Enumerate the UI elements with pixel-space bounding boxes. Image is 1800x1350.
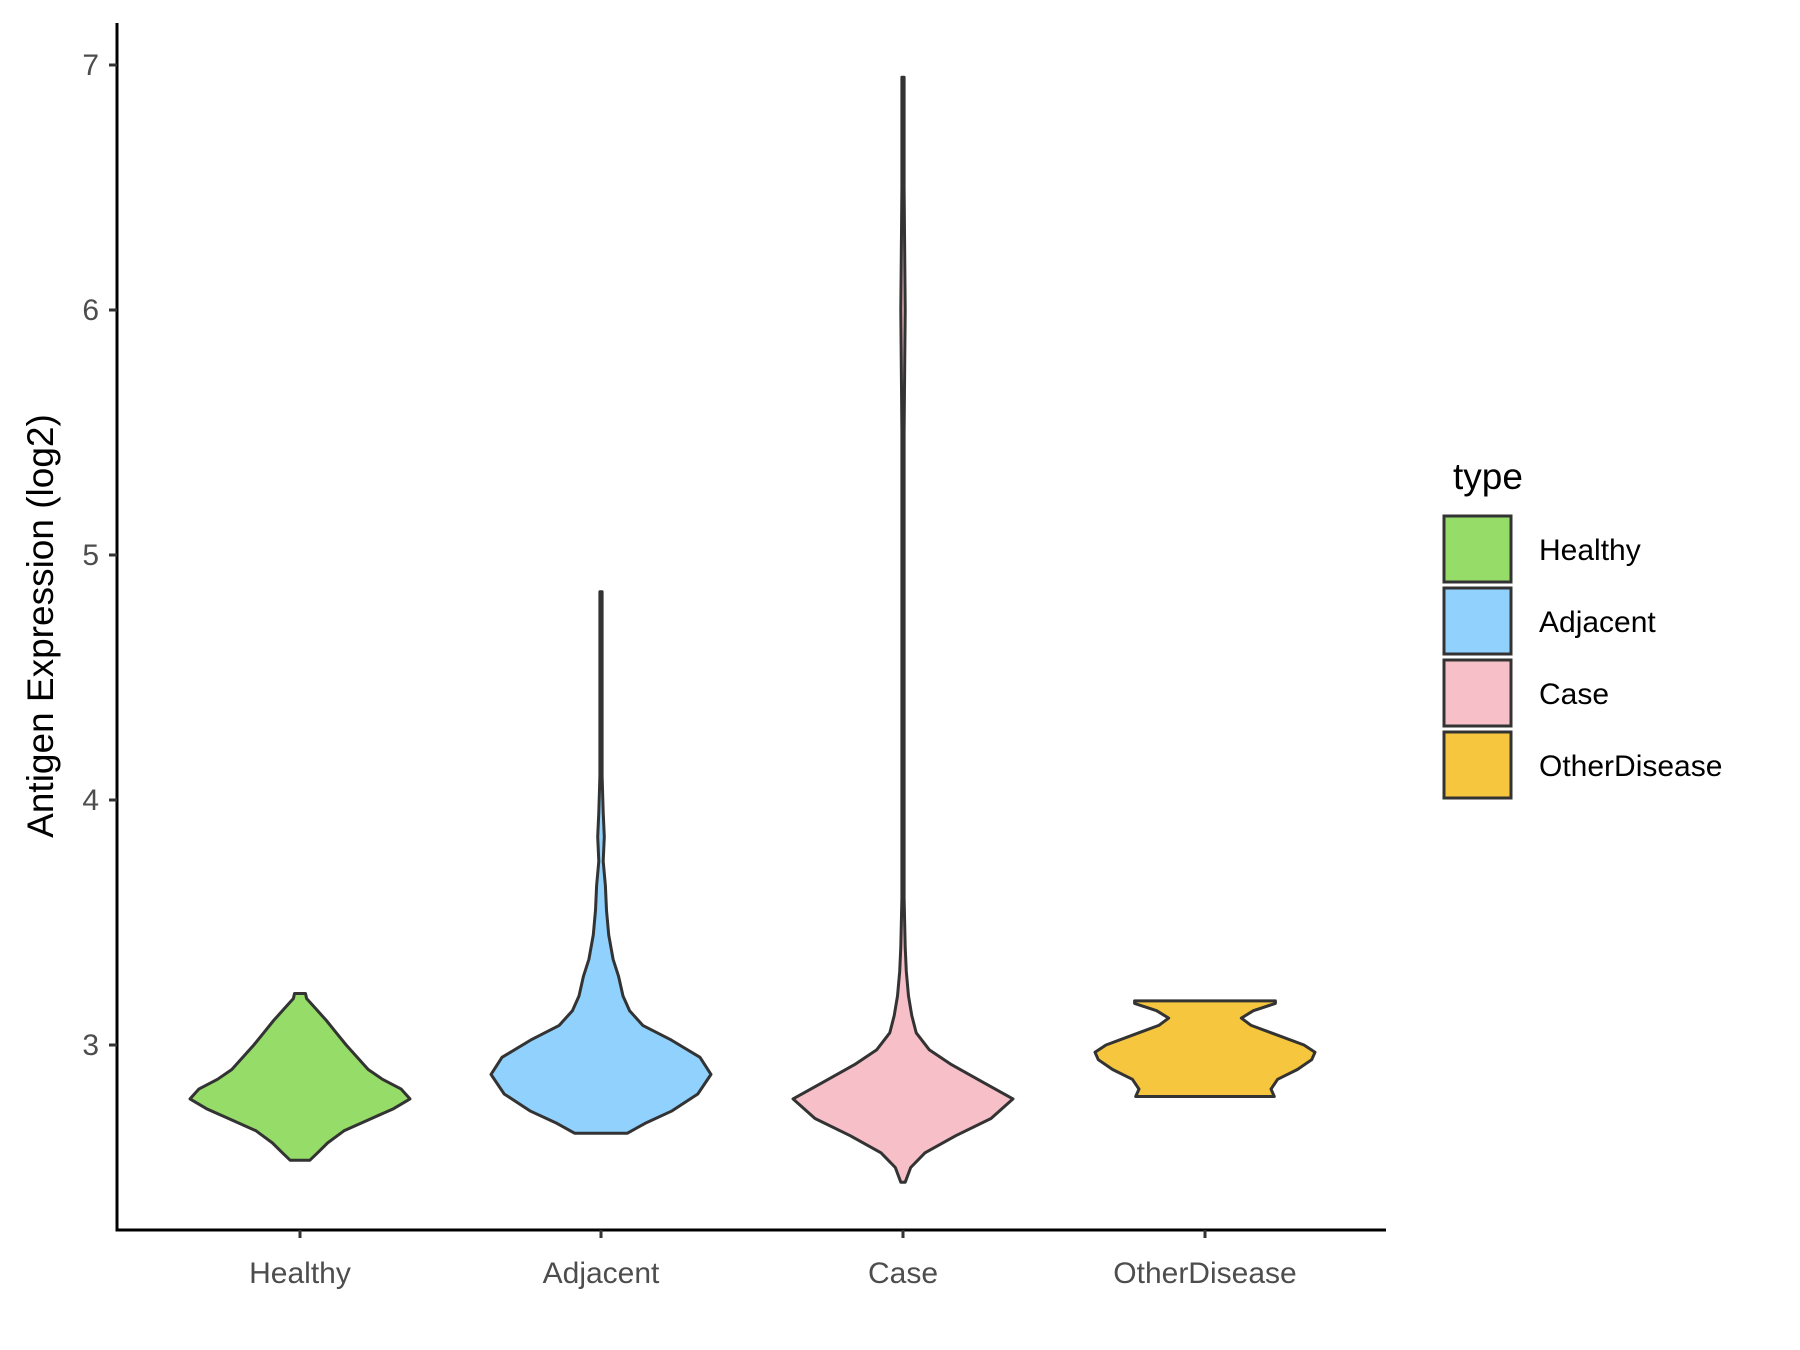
- legend-swatch-adjacent: [1442, 586, 1513, 656]
- y-tick-label: 3: [82, 1029, 99, 1062]
- x-tick-label: OtherDisease: [1113, 1257, 1296, 1290]
- legend: type Healthy Adjacent Case OtherDisease: [1442, 456, 1722, 800]
- legend-label: Case: [1539, 678, 1609, 711]
- violin-adjacent: [489, 590, 713, 1135]
- legend-swatch-healthy: [1442, 514, 1513, 584]
- legend-entries: Healthy Adjacent Case OtherDisease: [1442, 514, 1722, 800]
- legend-label: OtherDisease: [1539, 750, 1722, 783]
- x-tick-label: Case: [868, 1257, 938, 1290]
- violin-healthy: [188, 992, 412, 1162]
- x-tick-label: Adjacent: [543, 1257, 660, 1290]
- legend-label: Healthy: [1539, 534, 1641, 567]
- axes: [115, 23, 1386, 1232]
- y-tick-label: 7: [82, 49, 99, 82]
- legend-title: type: [1453, 456, 1523, 497]
- violin-otherdisease: [1093, 999, 1317, 1098]
- y-tick-label: 5: [82, 539, 99, 572]
- legend-swatch-otherdisease: [1442, 730, 1513, 800]
- x-ticks: Healthy Adjacent Case OtherDisease: [249, 1230, 1297, 1290]
- y-ticks: 3 4 5 6 7: [82, 49, 117, 1062]
- y-axis-title: Antigen Expression (log2): [20, 414, 61, 838]
- y-tick-label: 4: [82, 784, 99, 817]
- violin-case: [791, 75, 1015, 1184]
- legend-label: Adjacent: [1539, 606, 1656, 639]
- x-tick-label: Healthy: [249, 1257, 351, 1290]
- y-tick-label: 6: [82, 294, 99, 327]
- legend-swatch-case: [1442, 658, 1513, 728]
- violin-layer: [188, 75, 1317, 1184]
